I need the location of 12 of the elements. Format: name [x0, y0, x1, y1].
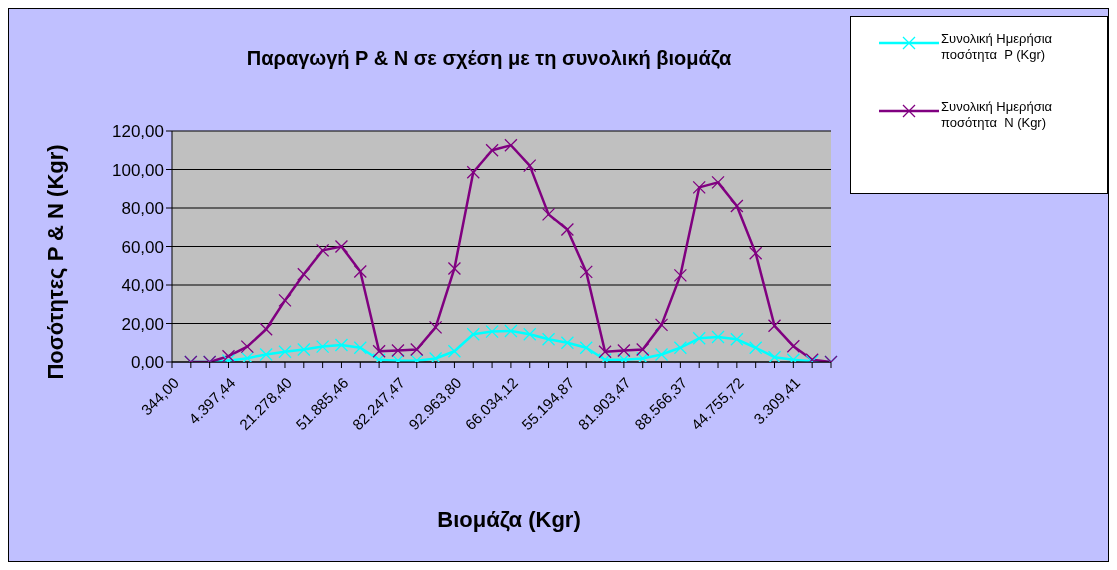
y-tick-label: 80,00: [121, 199, 164, 219]
y-tick-label: 40,00: [121, 276, 164, 296]
y-tick-label: 20,00: [121, 314, 164, 334]
y-tick-label: 0,00: [130, 353, 164, 373]
y-tick-label: 120,00: [112, 122, 164, 142]
x-axis-title: Βιομάζα (Kgr): [436, 507, 582, 533]
y-tick-label: 100,00: [112, 160, 164, 180]
y-tick-label: 60,00: [121, 237, 164, 257]
y-axis-title: Ποσότητες P & N (Kgr): [43, 143, 69, 382]
chart-title: Παραγωγή P & N σε σχέση με τη συνολική βιομάζα: [245, 47, 733, 70]
legend-label: Συνολική Ημερήσια ποσότητα P (Kgr): [941, 31, 1054, 63]
legend-label: Συνολική Ημερήσια ποσότητα N (Kgr): [941, 99, 1054, 131]
